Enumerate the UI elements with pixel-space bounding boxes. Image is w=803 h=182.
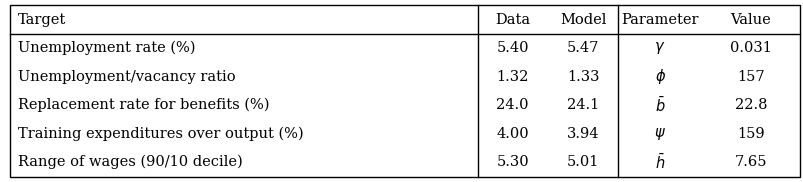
Text: 1.33: 1.33: [566, 70, 598, 84]
Text: 5.47: 5.47: [566, 41, 598, 55]
Text: Parameter: Parameter: [621, 13, 698, 27]
Text: 157: 157: [736, 70, 764, 84]
Text: 3.94: 3.94: [566, 127, 598, 141]
Text: 0.031: 0.031: [729, 41, 771, 55]
Text: Training expenditures over output (%): Training expenditures over output (%): [18, 126, 303, 141]
Text: 1.32: 1.32: [496, 70, 528, 84]
Text: 5.30: 5.30: [495, 155, 528, 169]
Text: Range of wages (90/10 decile): Range of wages (90/10 decile): [18, 155, 243, 169]
Text: Model: Model: [559, 13, 605, 27]
Text: Target: Target: [18, 13, 66, 27]
Text: 159: 159: [736, 127, 764, 141]
Text: Data: Data: [495, 13, 530, 27]
Text: 7.65: 7.65: [734, 155, 766, 169]
Text: Unemployment/vacancy ratio: Unemployment/vacancy ratio: [18, 70, 235, 84]
Text: 4.00: 4.00: [495, 127, 528, 141]
Text: 5.40: 5.40: [495, 41, 528, 55]
Text: $\bar{h}$: $\bar{h}$: [654, 153, 664, 172]
Text: Value: Value: [730, 13, 770, 27]
Text: Unemployment rate (%): Unemployment rate (%): [18, 41, 195, 56]
Text: $\bar{b}$: $\bar{b}$: [654, 96, 665, 115]
Text: 24.1: 24.1: [566, 98, 598, 112]
Text: 5.01: 5.01: [566, 155, 598, 169]
Text: Replacement rate for benefits (%): Replacement rate for benefits (%): [18, 98, 269, 112]
Text: 22.8: 22.8: [734, 98, 766, 112]
Text: $\psi$: $\psi$: [654, 126, 665, 142]
Text: $\gamma$: $\gamma$: [654, 40, 665, 56]
Text: 24.0: 24.0: [495, 98, 528, 112]
Text: $\phi$: $\phi$: [654, 67, 665, 86]
